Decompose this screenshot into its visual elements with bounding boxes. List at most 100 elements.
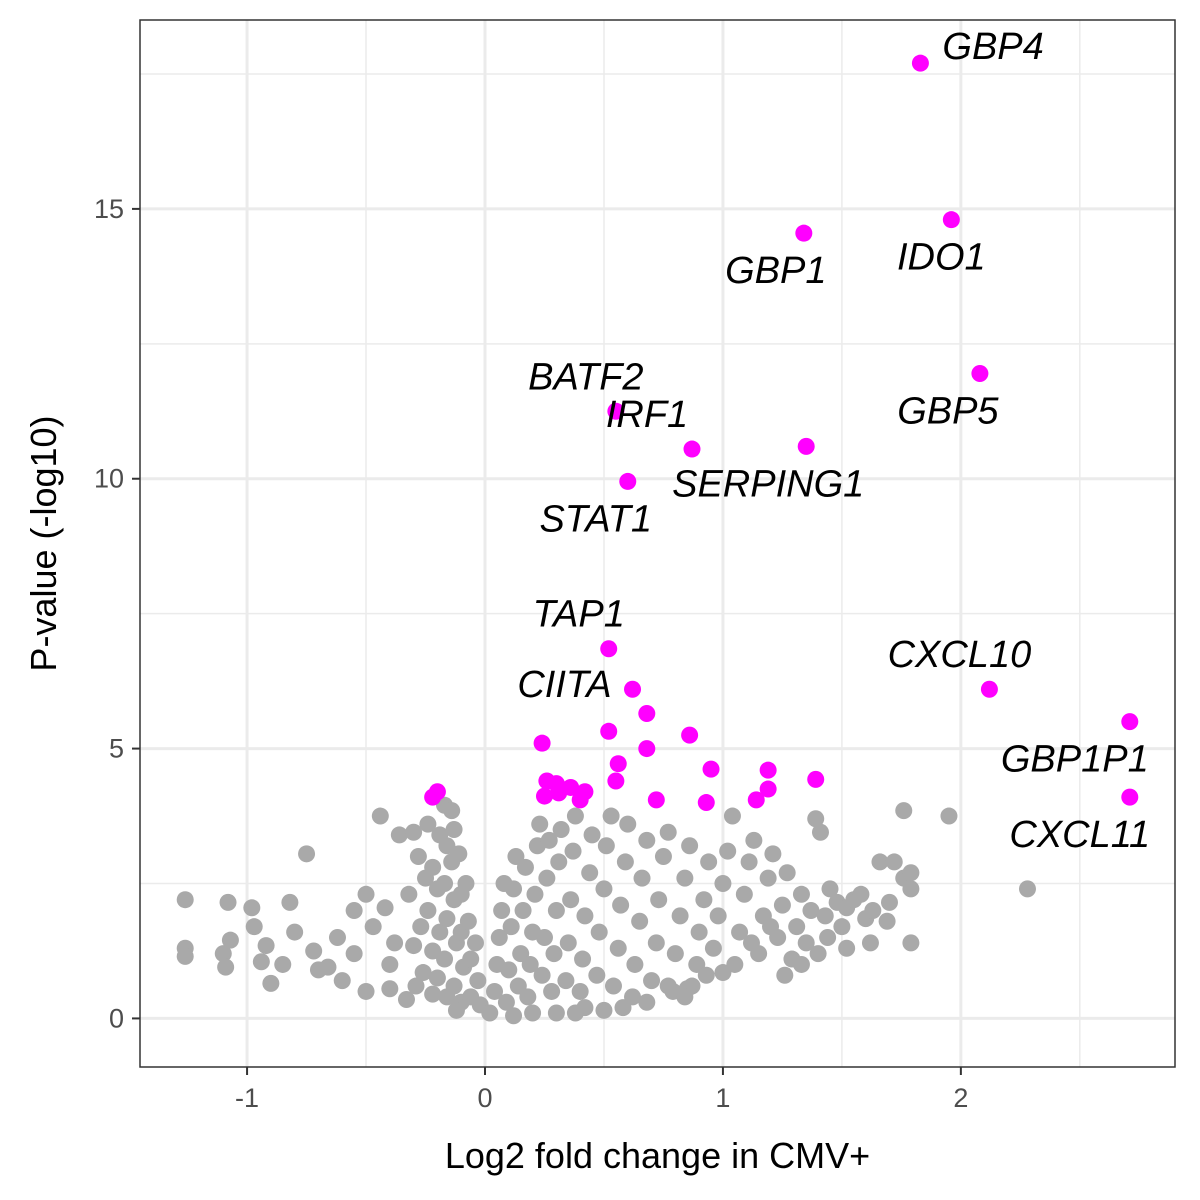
labeled-gene-point bbox=[971, 364, 989, 382]
gene-label: IDO1 bbox=[897, 237, 986, 279]
gene-point bbox=[252, 953, 270, 971]
gene-point bbox=[819, 928, 837, 946]
x-tick-label: 1 bbox=[715, 1083, 730, 1113]
gene-point bbox=[566, 807, 584, 825]
labeled-gene-point bbox=[942, 211, 960, 229]
gene-point bbox=[631, 912, 649, 930]
significant-gene-point bbox=[759, 780, 777, 798]
gene-point bbox=[638, 831, 656, 849]
gene-point bbox=[345, 945, 363, 963]
gene-point bbox=[481, 1004, 499, 1022]
gene-point bbox=[597, 837, 615, 855]
gene-point bbox=[445, 821, 463, 839]
gene-point bbox=[676, 988, 694, 1006]
gene-point bbox=[576, 907, 594, 925]
gene-point bbox=[650, 891, 668, 909]
gene-point bbox=[328, 928, 346, 946]
gene-point bbox=[833, 918, 851, 936]
gene-point bbox=[616, 853, 634, 871]
gene-point bbox=[633, 869, 651, 887]
gene-point bbox=[390, 826, 408, 844]
gene-point bbox=[424, 858, 442, 876]
gene-point bbox=[176, 891, 194, 909]
gene-point bbox=[262, 974, 280, 992]
gene-point bbox=[459, 912, 477, 930]
gene-point bbox=[407, 977, 425, 995]
gene-point bbox=[878, 912, 896, 930]
gene-point bbox=[298, 845, 316, 863]
gene-point bbox=[397, 991, 415, 1009]
gene-point bbox=[376, 899, 394, 917]
gene-point bbox=[861, 934, 879, 952]
gene-point bbox=[788, 918, 806, 936]
gene-point bbox=[647, 934, 665, 952]
gene-point bbox=[438, 837, 456, 855]
gene-point bbox=[762, 918, 780, 936]
gene-point bbox=[309, 961, 327, 979]
gene-point bbox=[802, 901, 820, 919]
gene-point bbox=[469, 972, 487, 990]
gene-point bbox=[531, 815, 549, 833]
gene-point bbox=[671, 907, 689, 925]
gene-point bbox=[412, 918, 430, 936]
gene-point bbox=[457, 875, 475, 893]
significant-gene-point bbox=[638, 740, 656, 758]
gene-point bbox=[286, 923, 304, 941]
gene-label: GBP1P1 bbox=[1001, 739, 1149, 781]
significant-gene-point bbox=[702, 760, 720, 778]
gene-point bbox=[695, 891, 713, 909]
gene-point bbox=[811, 823, 829, 841]
gene-point bbox=[274, 955, 292, 973]
gene-point bbox=[519, 988, 537, 1006]
gene-point bbox=[447, 1001, 465, 1019]
gene-point bbox=[443, 802, 461, 820]
gene-point bbox=[792, 955, 810, 973]
gene-point bbox=[714, 964, 732, 982]
gene-point bbox=[500, 961, 518, 979]
gene-label: CIITA bbox=[517, 664, 611, 706]
gene-point bbox=[547, 1004, 565, 1022]
gene-point bbox=[731, 923, 749, 941]
gene-label: GBP5 bbox=[897, 390, 999, 432]
gene-point bbox=[697, 966, 715, 984]
gene-point bbox=[666, 945, 684, 963]
gene-point bbox=[381, 955, 399, 973]
gene-point bbox=[681, 837, 699, 855]
gene-point bbox=[726, 955, 744, 973]
gene-point bbox=[604, 977, 622, 995]
y-tick-label: 0 bbox=[109, 1003, 124, 1033]
gene-point bbox=[424, 942, 442, 960]
gene-point bbox=[940, 807, 958, 825]
gene-point bbox=[540, 831, 558, 849]
gene-point bbox=[816, 907, 834, 925]
gene-point bbox=[740, 853, 758, 871]
gene-point bbox=[552, 821, 570, 839]
gene-point bbox=[428, 969, 446, 987]
gene-point bbox=[595, 880, 613, 898]
gene-point bbox=[419, 815, 437, 833]
gene-point bbox=[257, 937, 275, 955]
gene-point bbox=[521, 955, 539, 973]
labeled-gene-point bbox=[619, 472, 637, 490]
labeled-gene-point bbox=[795, 224, 813, 242]
y-tick-label: 15 bbox=[94, 194, 124, 224]
gene-point bbox=[436, 875, 454, 893]
gene-point bbox=[405, 823, 423, 841]
gene-point bbox=[450, 845, 468, 863]
gene-point bbox=[357, 982, 375, 1000]
gene-point bbox=[245, 918, 263, 936]
labeled-gene-point bbox=[1121, 788, 1139, 806]
gene-point bbox=[704, 939, 722, 957]
gene-point bbox=[676, 869, 694, 887]
labeled-gene-point bbox=[797, 437, 815, 455]
x-tick-label: -1 bbox=[235, 1083, 259, 1113]
gene-point bbox=[759, 869, 777, 887]
gene-point bbox=[221, 931, 239, 949]
gene-point bbox=[466, 934, 484, 952]
gene-point bbox=[516, 858, 534, 876]
gene-point bbox=[381, 980, 399, 998]
significant-gene-point bbox=[533, 734, 551, 752]
gene-label: IRF1 bbox=[606, 394, 688, 436]
gene-point bbox=[902, 880, 920, 898]
